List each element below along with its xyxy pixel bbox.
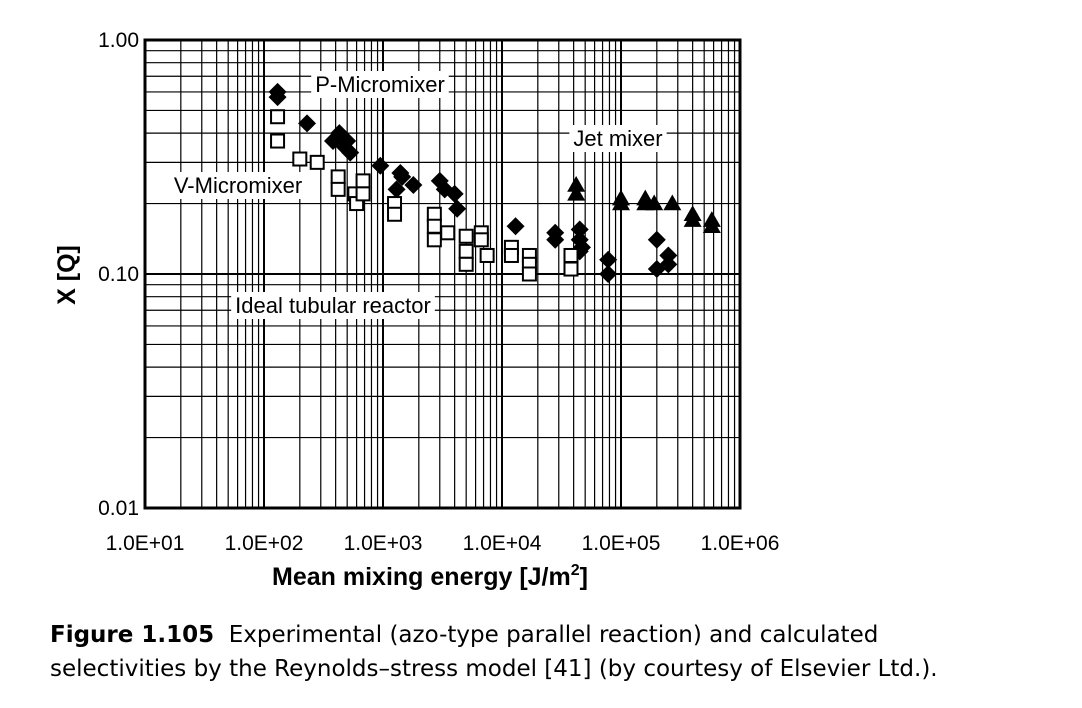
annotations: P-Micromixer V-Micromixer Ideal tubular re… [169,71,667,319]
caption-line-1: Figure 1.105 Experimental (azo-type para… [50,618,1070,652]
square-point [292,151,308,167]
square-point [426,218,442,234]
diamond-point [371,156,390,175]
annotation-label: P-Micromixer [315,72,445,97]
annotation-label: Ideal tubular reactor [235,293,431,318]
square-point [458,256,474,272]
caption-text-2: selectivities by the Reynolds–stress mod… [50,656,938,682]
square-point [479,247,495,263]
diamond-point [659,255,678,274]
annotation-label: Jet mixer [573,126,662,151]
x-tick-label: 1.0E+03 [344,532,423,555]
square-point [270,133,286,149]
annotation-background [311,71,449,98]
diamond-point [341,143,360,162]
figure-caption: Figure 1.105 Experimental (azo-type para… [50,618,1070,686]
square-point [330,169,346,185]
square-point [473,232,489,248]
square-point [563,247,579,263]
diamond-point [599,265,618,283]
data-points [268,82,721,283]
diamond-point [546,230,565,249]
y-tick-label: 0.10 [98,263,139,286]
square-point [521,266,537,282]
diamond-point [298,114,317,133]
square-point [355,186,371,202]
annotation: Jet mixer [569,125,667,152]
diamond-point [445,184,464,203]
diamond-point [647,230,666,249]
y-tick-label: 1.00 [98,29,139,52]
annotation: P-Micromixer [311,71,449,98]
square-point [563,261,579,277]
caption-text-1: Experimental (azo-type parallel reaction… [228,622,879,648]
diamond-point [570,220,589,239]
diamond-point [393,167,412,186]
square-point [426,232,442,248]
y-tick-label: 0.01 [98,497,139,520]
chart: P-Micromixer V-Micromixer Ideal tubular re… [53,29,779,591]
x-tick-label: 1.0E+05 [582,532,661,555]
x-tick-label: 1.0E+01 [106,532,185,555]
diamond-point [599,250,618,269]
square-point [270,109,286,125]
triangle-point [663,194,682,211]
square-point [330,181,346,197]
annotation: Ideal tubular reactor [231,292,435,319]
x-tick-label: 1.0E+06 [701,532,780,555]
x-tick-label: 1.0E+02 [225,532,304,555]
annotation-label: V-Micromixer [174,173,302,198]
caption-label: Figure 1.105 [50,622,215,648]
square-point [458,228,474,244]
square-point [355,173,371,189]
y-axis-title: X [Q] [53,245,81,305]
triangle-point [612,194,630,211]
triangle-point [645,194,664,211]
square-point [309,154,325,170]
triangle-point [702,217,721,233]
plot-frame [143,38,742,510]
triangle-point [567,184,586,201]
diamond-point [268,88,287,107]
caption-line-2: selectivities by the Reynolds–stress mod… [50,652,1070,686]
square-point [503,247,519,263]
square-point [458,243,474,259]
diamond-point [506,217,525,236]
square-point [387,206,403,222]
annotation-background [169,172,307,199]
diamond-point [448,199,467,218]
square-point [440,225,456,241]
diamond-point [404,176,423,195]
annotation: V-Micromixer [169,172,307,199]
x-tick-label: 1.0E+04 [463,532,542,555]
annotation-background [231,292,435,319]
x-axis-title: Mean mixing energy [J/m2] [272,562,588,591]
tick-labels: 1.0E+01 1.0E+02 1.0E+03 1.0E+04 1.0E+05 1.0E+… [98,29,779,555]
grid [144,40,740,509]
triangle-point [567,176,586,192]
triangle-point [683,211,702,227]
diamond-point [387,180,406,199]
annotation-background [569,125,667,152]
plot-border [143,38,742,510]
